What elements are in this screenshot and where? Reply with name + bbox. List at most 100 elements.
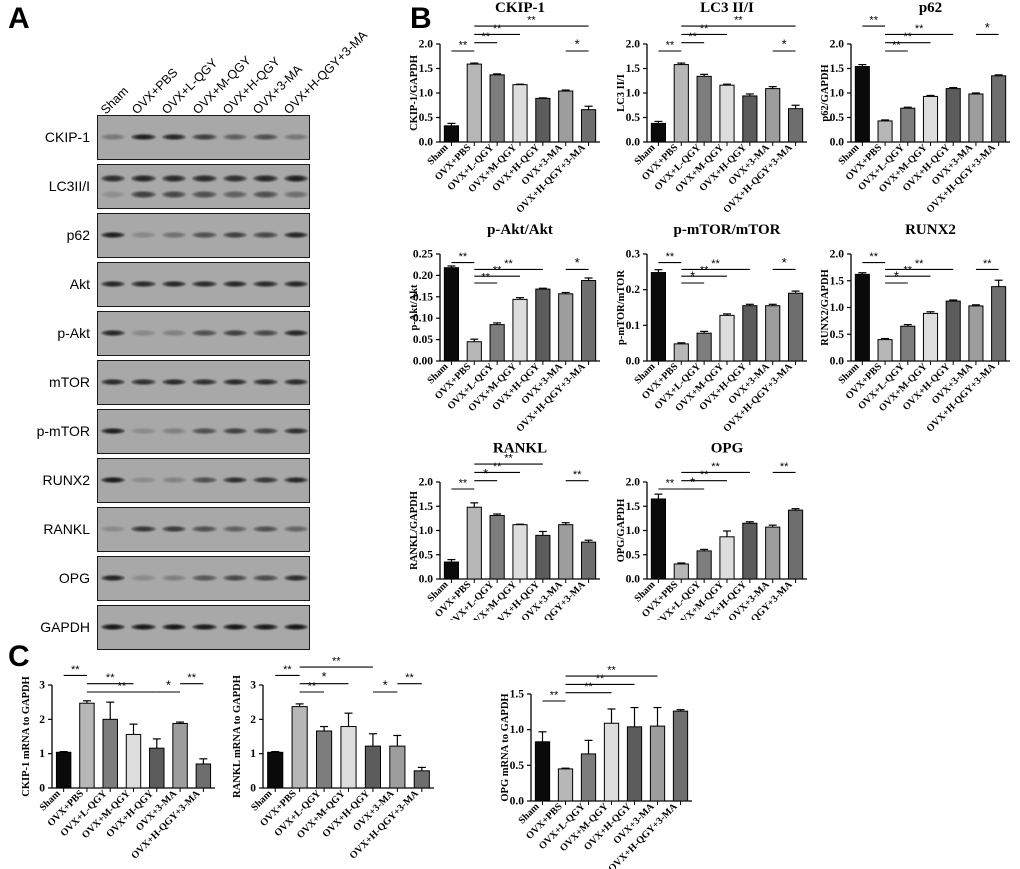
svg-text:0.5: 0.5 xyxy=(830,329,845,341)
svg-text:*: * xyxy=(483,466,488,481)
svg-text:1: 1 xyxy=(39,748,45,760)
svg-text:**: ** xyxy=(332,656,341,668)
svg-text:0.5: 0.5 xyxy=(419,112,434,124)
svg-text:**: ** xyxy=(459,251,468,263)
svg-text:**: ** xyxy=(892,40,901,52)
svg-text:**: ** xyxy=(869,251,878,263)
svg-text:2: 2 xyxy=(39,714,45,726)
svg-text:**: ** xyxy=(283,664,292,676)
svg-text:0.2: 0.2 xyxy=(626,284,641,296)
svg-text:LC3 II/I: LC3 II/I xyxy=(616,74,627,112)
svg-text:0.0: 0.0 xyxy=(419,574,434,586)
svg-text:**: ** xyxy=(711,258,720,270)
svg-text:p-mTOR/mTOR: p-mTOR/mTOR xyxy=(674,222,781,238)
svg-text:3: 3 xyxy=(39,680,45,692)
svg-text:0.0: 0.0 xyxy=(510,796,525,808)
svg-text:1.5: 1.5 xyxy=(419,63,434,75)
svg-text:*: * xyxy=(690,475,695,490)
svg-text:RANKL mRNA to GAPDH: RANKL mRNA to GAPDH xyxy=(232,675,243,798)
svg-text:0.3: 0.3 xyxy=(626,249,641,261)
svg-text:RUNX2: RUNX2 xyxy=(905,222,956,238)
svg-text:OPG mRNA to GAPDH: OPG mRNA to GAPDH xyxy=(500,693,511,801)
svg-text:0.5: 0.5 xyxy=(626,112,641,124)
svg-text:0.5: 0.5 xyxy=(510,760,525,772)
svg-text:1.5: 1.5 xyxy=(626,501,641,513)
svg-text:**: ** xyxy=(308,681,317,693)
svg-text:*: * xyxy=(782,255,787,270)
svg-text:2: 2 xyxy=(250,714,256,726)
svg-text:**: ** xyxy=(493,265,502,277)
svg-text:2.0: 2.0 xyxy=(626,39,641,51)
svg-text:**: ** xyxy=(106,672,115,684)
svg-text:**: ** xyxy=(405,672,414,684)
svg-text:**: ** xyxy=(780,461,789,473)
svg-text:2.0: 2.0 xyxy=(419,39,434,51)
svg-text:0.5: 0.5 xyxy=(419,549,434,561)
svg-text:**: ** xyxy=(481,31,490,43)
svg-text:**: ** xyxy=(71,664,80,676)
svg-text:*: * xyxy=(575,255,580,270)
svg-text:**: ** xyxy=(869,15,878,27)
svg-text:1.0: 1.0 xyxy=(510,724,525,736)
svg-text:**: ** xyxy=(904,265,913,277)
svg-text:**: ** xyxy=(504,258,513,270)
svg-text:**: ** xyxy=(688,31,697,43)
svg-text:0.25: 0.25 xyxy=(413,249,433,261)
svg-text:1.0: 1.0 xyxy=(626,88,641,100)
svg-text:0.5: 0.5 xyxy=(830,112,845,124)
svg-text:**: ** xyxy=(904,31,913,43)
svg-text:**: ** xyxy=(666,40,675,52)
svg-text:1.5: 1.5 xyxy=(830,63,845,75)
svg-text:0.05: 0.05 xyxy=(413,334,433,346)
svg-text:*: * xyxy=(322,669,327,684)
svg-text:OPG/GAPDH: OPG/GAPDH xyxy=(616,499,627,563)
svg-text:**: ** xyxy=(983,258,992,270)
svg-text:2.0: 2.0 xyxy=(419,477,434,489)
svg-text:*: * xyxy=(383,678,388,693)
svg-text:CKIP-1: CKIP-1 xyxy=(495,0,545,16)
svg-text:**: ** xyxy=(596,673,605,685)
svg-text:**: ** xyxy=(187,672,196,684)
svg-text:*: * xyxy=(985,20,990,35)
svg-text:0.5: 0.5 xyxy=(626,549,641,561)
svg-text:**: ** xyxy=(666,478,675,490)
svg-text:**: ** xyxy=(734,15,743,27)
svg-text:1.5: 1.5 xyxy=(626,63,641,75)
svg-text:**: ** xyxy=(493,23,502,35)
svg-text:**: ** xyxy=(700,23,709,35)
svg-text:**: ** xyxy=(481,272,490,284)
svg-text:**: ** xyxy=(607,665,616,677)
svg-text:**: ** xyxy=(915,23,924,35)
svg-text:**: ** xyxy=(711,461,720,473)
svg-text:0.0: 0.0 xyxy=(830,137,845,149)
svg-text:p62/GAPDH: p62/GAPDH xyxy=(820,64,831,121)
svg-text:0.0: 0.0 xyxy=(830,356,845,368)
svg-text:**: ** xyxy=(459,40,468,52)
svg-text:**: ** xyxy=(493,461,502,473)
svg-text:0: 0 xyxy=(250,783,256,795)
svg-text:*: * xyxy=(166,678,171,693)
svg-text:**: ** xyxy=(527,15,536,27)
svg-text:2.0: 2.0 xyxy=(830,249,845,261)
svg-text:*: * xyxy=(575,37,580,52)
svg-text:1: 1 xyxy=(250,748,256,760)
svg-text:1.5: 1.5 xyxy=(830,275,845,287)
svg-text:1.0: 1.0 xyxy=(830,88,845,100)
svg-text:RUNX2/GAPDH: RUNX2/GAPDH xyxy=(820,269,831,345)
svg-text:1.0: 1.0 xyxy=(626,525,641,537)
svg-text:**: ** xyxy=(666,251,675,263)
svg-text:0.1: 0.1 xyxy=(626,320,641,332)
svg-text:CKIP-1/GAPDH: CKIP-1/GAPDH xyxy=(409,55,420,131)
svg-text:0.20: 0.20 xyxy=(413,270,433,282)
svg-text:2.0: 2.0 xyxy=(830,39,845,51)
svg-text:**: ** xyxy=(584,681,593,693)
svg-text:1.5: 1.5 xyxy=(510,689,525,701)
svg-text:1.0: 1.0 xyxy=(419,88,434,100)
svg-text:3: 3 xyxy=(250,680,256,692)
svg-text:LC3 II/I: LC3 II/I xyxy=(700,0,754,16)
svg-text:RANKL/GAPDH: RANKL/GAPDH xyxy=(409,491,420,570)
svg-text:**: ** xyxy=(118,681,127,693)
svg-text:0.00: 0.00 xyxy=(413,356,433,368)
svg-text:**: ** xyxy=(550,690,559,702)
svg-text:**: ** xyxy=(504,453,513,465)
